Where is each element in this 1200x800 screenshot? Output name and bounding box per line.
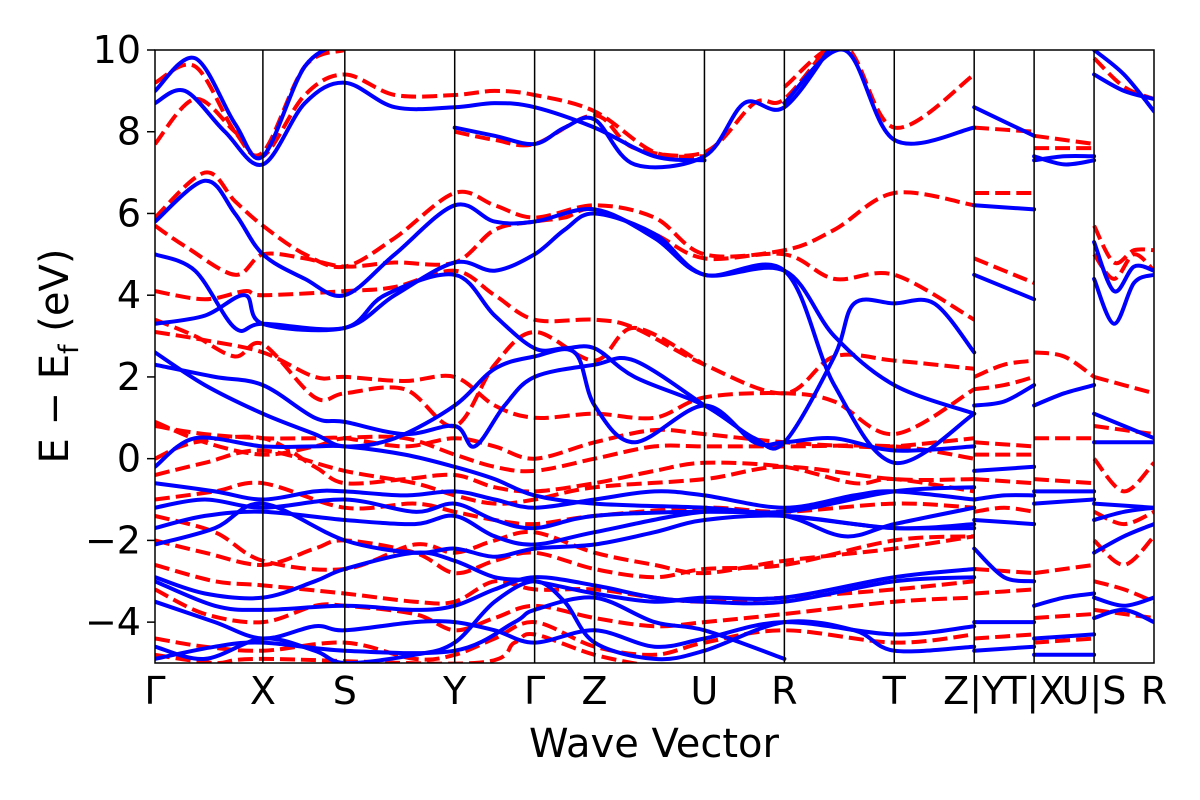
x-tick-label-4: Γ <box>524 669 545 713</box>
y-tick-label-5: 0 <box>117 437 141 481</box>
red-band-22 <box>973 256 1035 285</box>
y-tick-label-3: 4 <box>117 273 141 317</box>
blue-band-41 <box>1092 411 1154 441</box>
red-band-17 <box>155 587 975 633</box>
y-tick-label-6: −2 <box>85 518 141 562</box>
y-tick-label-2: 6 <box>117 191 141 235</box>
y-tick-label-4: 2 <box>117 355 141 399</box>
blue-band-25 <box>972 518 1037 527</box>
blue-band-10 <box>155 481 977 510</box>
x-tick-label-2: S <box>333 669 357 713</box>
x-tick-label-5: Z <box>582 669 608 713</box>
high-symmetry-lines <box>262 50 1095 663</box>
blue-band-30 <box>1032 154 1097 167</box>
blue-band-26 <box>972 546 1037 584</box>
y-tick-label-1: 8 <box>117 110 141 154</box>
red-band-23 <box>973 358 1035 379</box>
blue-band-0 <box>155 50 329 161</box>
blue-band-37 <box>1092 50 1154 114</box>
x-tick-label-0: Γ <box>144 669 165 713</box>
blue-band-34 <box>1032 591 1097 608</box>
blue-band-39 <box>1092 240 1154 294</box>
red-band-28 <box>973 505 1035 514</box>
red-band-30 <box>974 587 1035 596</box>
y-axis-title-subscript: f <box>54 343 85 354</box>
blue-band-23 <box>972 464 1037 473</box>
x-axis-title: Wave Vector <box>529 721 780 767</box>
x-tick-label-6: U <box>691 669 719 713</box>
blue-band-46 <box>1092 595 1154 608</box>
blue-band-2 <box>452 50 832 170</box>
red-band-41 <box>1092 224 1154 266</box>
red-band-45 <box>1092 457 1154 494</box>
red-band-15 <box>155 534 975 580</box>
blue-band-38 <box>1092 72 1154 101</box>
red-band-36 <box>1033 477 1095 486</box>
red-band-43 <box>1093 374 1154 396</box>
y-axis-title-unit: (eV) <box>32 249 78 345</box>
x-tick-label-3: Y <box>442 669 467 713</box>
red-band-20 <box>974 125 1035 134</box>
red-band-25 <box>974 440 1035 449</box>
red-band-9 <box>155 424 975 461</box>
blue-band-4 <box>155 178 977 416</box>
red-band-8 <box>155 317 706 429</box>
blue-band-47 <box>1092 607 1154 625</box>
y-axis-title: E − Ef (eV) <box>32 249 85 464</box>
red-band-31 <box>974 632 1035 641</box>
red-band-44 <box>1093 424 1154 437</box>
red-band-32 <box>1033 133 1095 146</box>
x-tick-label-9: Z|Y <box>943 669 1006 714</box>
y-axis-title-main: E − E <box>32 354 78 464</box>
red-band-29 <box>974 567 1035 576</box>
red-band-13 <box>155 480 975 527</box>
blue-band-45 <box>1092 522 1154 555</box>
red-band-46 <box>1093 509 1154 527</box>
blue-band-7 <box>155 347 977 453</box>
blue-band-3 <box>782 50 977 146</box>
x-axis-ticks: Γ X S Y Γ Z U R T Z|YT|XU|S R <box>144 669 1167 714</box>
red-band-6 <box>155 268 975 396</box>
blue-band-20 <box>972 203 1037 212</box>
blue-band-11 <box>155 497 977 539</box>
red-band-24 <box>973 374 1035 392</box>
red-band-4 <box>155 170 975 270</box>
y-tick-label-7: −4 <box>85 600 141 644</box>
blue-band-6 <box>155 272 977 451</box>
red-band-27 <box>974 477 1035 486</box>
red-band-38 <box>1033 612 1095 620</box>
blue-band-44 <box>1092 505 1154 522</box>
blue-band-19 <box>972 105 1037 138</box>
blue-band-18 <box>155 595 787 661</box>
red-band-37 <box>1033 562 1095 576</box>
red-band-39 <box>1033 636 1095 645</box>
blue-band-24 <box>972 493 1037 502</box>
x-tick-label-11: U|S <box>1062 669 1127 714</box>
blue-band-40 <box>1092 272 1154 326</box>
y-tick-label-0: 10 <box>93 28 141 72</box>
blue-band-28 <box>972 644 1037 653</box>
y-axis-ticks: 10 8 6 4 2 0 −2 −4 <box>85 28 155 644</box>
blue-bands <box>155 50 1154 663</box>
red-band-34 <box>1033 350 1096 379</box>
red-band-7 <box>155 330 976 437</box>
blue-band-35 <box>1032 632 1097 641</box>
x-tick-label-8: T <box>882 669 907 713</box>
blue-band-31 <box>1032 383 1097 408</box>
plot-frame <box>154 49 1155 664</box>
x-tick-label-1: X <box>250 669 276 713</box>
blue-band-21 <box>972 272 1037 302</box>
red-band-18 <box>155 620 975 662</box>
blue-band-33 <box>1032 497 1097 506</box>
blue-band-22 <box>972 383 1037 408</box>
x-tick-label-10: T|X <box>1002 669 1065 714</box>
x-tick-label-7: R <box>771 669 797 713</box>
red-band-42 <box>1092 252 1154 281</box>
x-tick-label-12: R <box>1141 669 1167 713</box>
